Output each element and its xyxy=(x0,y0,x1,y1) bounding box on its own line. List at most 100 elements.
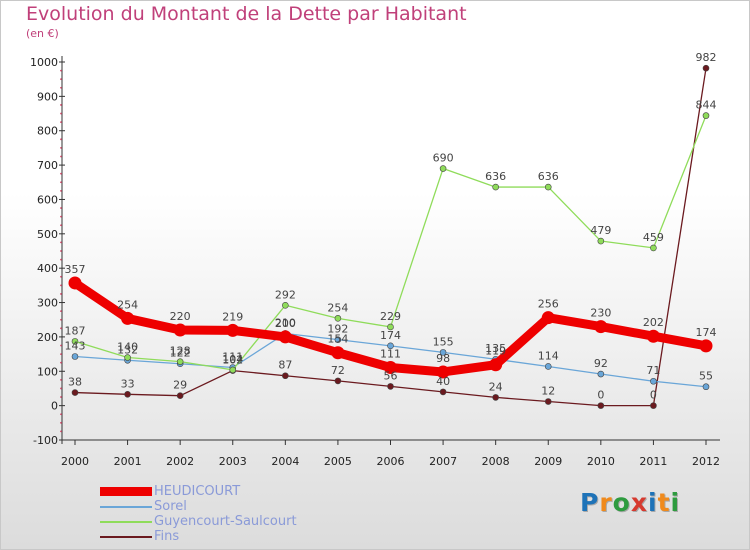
data-point xyxy=(646,329,660,343)
y-minor-tick xyxy=(60,293,62,295)
data-point xyxy=(387,323,394,331)
data-point xyxy=(71,353,79,360)
x-tick-label: 2001 xyxy=(114,455,142,468)
data-label: 187 xyxy=(65,324,86,337)
x-tick-label: 2007 xyxy=(429,455,457,468)
data-label: 72 xyxy=(331,364,345,377)
data-point xyxy=(699,339,713,353)
y-minor-tick xyxy=(60,121,62,124)
data-point xyxy=(124,354,131,361)
legend-swatch xyxy=(100,521,152,523)
y-minor-tick xyxy=(60,189,62,192)
data-point xyxy=(492,394,499,401)
data-point xyxy=(334,336,342,343)
y-tick-label: 400 xyxy=(37,262,58,275)
data-point xyxy=(124,390,131,398)
data-label: 122 xyxy=(170,347,191,360)
data-label: 174 xyxy=(696,326,717,339)
data-label: 230 xyxy=(590,307,611,320)
y-minor-tick xyxy=(60,69,62,72)
y-minor-tick xyxy=(60,250,62,252)
data-label: 357 xyxy=(65,263,86,276)
data-point xyxy=(544,183,552,191)
data-label: 202 xyxy=(643,316,664,329)
data-label: 140 xyxy=(117,341,138,354)
data-label: 459 xyxy=(643,231,664,244)
data-point xyxy=(68,276,82,290)
y-minor-tick xyxy=(60,147,62,149)
y-minor-tick xyxy=(60,421,62,424)
data-label: 87 xyxy=(278,359,292,372)
data-label: 102 xyxy=(222,354,243,367)
data-point xyxy=(278,330,292,344)
y-minor-tick xyxy=(60,318,62,321)
data-label: 111 xyxy=(222,350,243,363)
y-minor-tick xyxy=(60,258,62,261)
data-label: 104 xyxy=(222,353,243,366)
data-point xyxy=(650,402,657,409)
y-tick-label: 500 xyxy=(37,228,58,241)
data-point xyxy=(334,315,342,322)
data-point xyxy=(597,237,605,245)
y-minor-tick xyxy=(60,104,62,106)
data-point xyxy=(439,165,447,172)
data-point xyxy=(702,112,710,119)
y-tick-label: 1000 xyxy=(30,56,58,69)
data-point xyxy=(71,338,79,345)
data-label: 220 xyxy=(170,310,191,323)
y-tick-label: 200 xyxy=(37,331,58,344)
data-point xyxy=(597,370,605,378)
y-minor-tick xyxy=(60,310,62,313)
x-tick-label: 2008 xyxy=(482,455,510,468)
data-label: 12 xyxy=(541,385,555,398)
y-tick-label: 700 xyxy=(37,159,58,172)
y-minor-tick xyxy=(60,353,62,355)
y-minor-tick xyxy=(60,396,62,398)
data-point xyxy=(229,366,237,374)
y-tick-label: 800 xyxy=(37,125,58,138)
data-label: 111 xyxy=(380,347,401,360)
legend-swatch xyxy=(100,506,152,508)
data-point xyxy=(334,377,342,385)
data-label: 192 xyxy=(327,323,348,336)
data-label: 982 xyxy=(696,51,717,64)
data-point xyxy=(226,323,240,337)
series-layer xyxy=(68,64,713,409)
data-point xyxy=(544,363,552,370)
y-minor-tick xyxy=(60,387,62,390)
legend-swatch xyxy=(100,487,152,496)
data-point xyxy=(282,301,289,309)
data-label: 56 xyxy=(384,369,398,382)
chart-title: Evolution du Montant de la Dette par Hab… xyxy=(26,3,467,25)
data-label: 0 xyxy=(650,389,657,402)
legend-swatch xyxy=(100,536,152,538)
data-label: 690 xyxy=(433,152,454,165)
x-tick-label: 2003 xyxy=(219,455,247,468)
chart-axes: -100010020030040050060070080090010002000… xyxy=(30,56,720,468)
data-point xyxy=(436,365,450,379)
y-minor-tick xyxy=(60,327,62,330)
data-point xyxy=(594,320,608,334)
data-point xyxy=(702,64,710,72)
data-point xyxy=(176,358,184,365)
data-point xyxy=(121,311,135,325)
x-tick-label: 2004 xyxy=(271,455,299,468)
data-point xyxy=(702,383,710,391)
data-point xyxy=(541,311,555,325)
legend-label: Guyencourt-Saulcourt xyxy=(154,514,297,529)
legend-label: HEUDICOURT xyxy=(154,484,241,499)
data-label: 636 xyxy=(485,170,506,183)
data-label: 219 xyxy=(222,310,243,323)
y-tick-label: 300 xyxy=(37,297,58,310)
y-minor-tick xyxy=(60,430,62,433)
legend-label: Sorel xyxy=(154,499,187,514)
y-tick-label: -100 xyxy=(33,434,58,447)
data-label: 132 xyxy=(117,343,138,356)
x-tick-label: 2006 xyxy=(377,455,405,468)
data-point xyxy=(489,358,503,372)
y-minor-tick xyxy=(60,112,62,115)
data-label: 174 xyxy=(380,329,401,342)
data-point xyxy=(439,349,447,356)
